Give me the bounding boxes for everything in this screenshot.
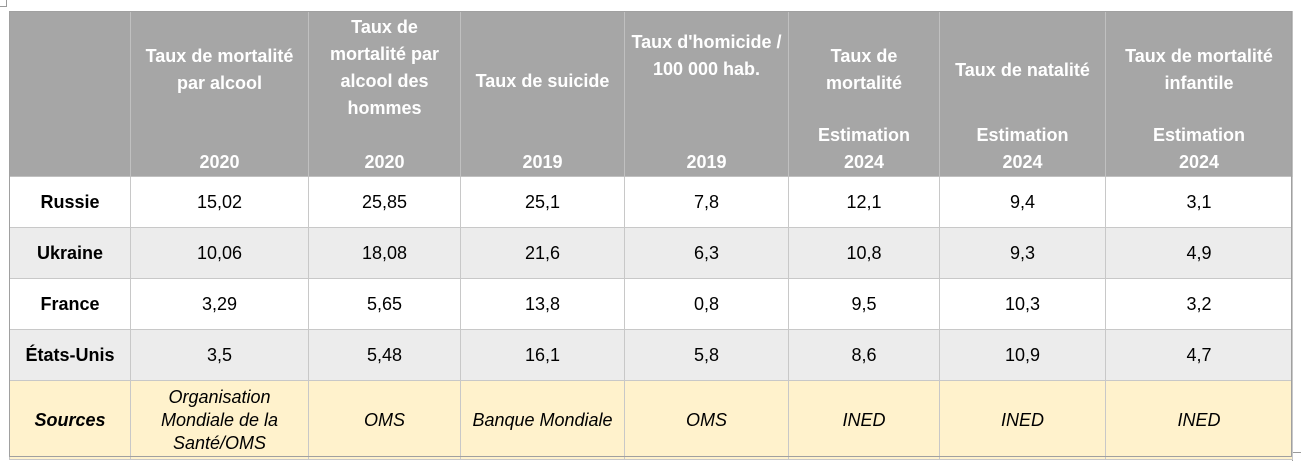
statistics-table: Taux de mortalité par alcool 2020 Taux de… xyxy=(9,11,1293,460)
table-cell: 8,6 xyxy=(788,329,940,381)
row-label-country: États-Unis xyxy=(9,329,131,381)
header-title: Taux de mortalité xyxy=(825,46,903,93)
source-cell: OMS xyxy=(308,380,461,460)
header-year: 2020 xyxy=(364,152,405,172)
header-estimation: Estimation xyxy=(1152,125,1245,145)
corner-crop-mark xyxy=(0,0,7,7)
table-cell: 6,3 xyxy=(624,227,789,279)
table-row-sources: Sources Organisation Mondiale de la Sant… xyxy=(9,380,1293,460)
row-label-country: France xyxy=(9,278,131,330)
table-cell: 25,1 xyxy=(460,176,625,228)
table-cell: 10,8 xyxy=(788,227,940,279)
table-row-united-states: États-Unis 3,5 5,48 16,1 5,8 8,6 10,9 4,… xyxy=(9,329,1293,381)
source-cell: Banque Mondiale xyxy=(460,380,625,460)
header-mortality-rate: Taux de mortalité Estimation 2024 xyxy=(788,11,940,177)
table-cell: 18,08 xyxy=(308,227,461,279)
table-cell: 3,29 xyxy=(130,278,309,330)
header-title: Taux de natalité xyxy=(955,60,1090,80)
table-cell: 4,9 xyxy=(1105,227,1293,279)
table-cell: 5,65 xyxy=(308,278,461,330)
table-cell: 9,5 xyxy=(788,278,940,330)
header-year: 2024 xyxy=(1178,152,1220,172)
source-cell: INED xyxy=(939,380,1106,460)
table-row-russia: Russie 15,02 25,85 25,1 7,8 12,1 9,4 3,1 xyxy=(9,176,1293,228)
source-cell: OMS xyxy=(624,380,789,460)
table-cell: 10,06 xyxy=(130,227,309,279)
table-cell: 3,5 xyxy=(130,329,309,381)
table-cell: 13,8 xyxy=(460,278,625,330)
table-cell: 4,7 xyxy=(1105,329,1293,381)
header-year: 2020 xyxy=(199,152,240,172)
header-title: Taux de suicide xyxy=(475,71,610,91)
header-estimation: Estimation xyxy=(817,125,910,145)
table-cell: 10,3 xyxy=(939,278,1106,330)
header-male-alcohol-mortality: Taux de mortalité par alcool des hommes 2… xyxy=(308,11,461,177)
table-cell: 25,85 xyxy=(308,176,461,228)
table-row-france: France 3,29 5,65 13,8 0,8 9,5 10,3 3,2 xyxy=(9,278,1293,330)
header-title: Taux d'homicide / 100 000 hab. xyxy=(631,32,782,79)
header-estimation: Estimation xyxy=(976,125,1069,145)
header-year: 2019 xyxy=(686,152,727,172)
source-cell: INED xyxy=(1105,380,1293,460)
table-cell: 12,1 xyxy=(788,176,940,228)
header-infant-mortality: Taux de mortalité infantile Estimation 202… xyxy=(1105,11,1293,177)
header-year: 2019 xyxy=(522,152,563,172)
table-cell: 7,8 xyxy=(624,176,789,228)
row-label-country: Russie xyxy=(9,176,131,228)
header-title: Taux de mortalité par alcool xyxy=(145,46,294,93)
row-label-country: Ukraine xyxy=(9,227,131,279)
table-cell: 10,9 xyxy=(939,329,1106,381)
table-cell: 3,2 xyxy=(1105,278,1293,330)
sources-label: Sources xyxy=(9,380,131,460)
table-row-ukraine: Ukraine 10,06 18,08 21,6 6,3 10,8 9,3 4,… xyxy=(9,227,1293,279)
header-year: 2024 xyxy=(843,152,885,172)
header-title: Taux de mortalité infantile xyxy=(1125,46,1273,93)
corner-crop-mark-bottom-right xyxy=(1292,452,1301,461)
source-cell: INED xyxy=(788,380,940,460)
header-suicide-rate: Taux de suicide 2019 xyxy=(460,11,625,177)
table-cell: 0,8 xyxy=(624,278,789,330)
table-cell: 9,3 xyxy=(939,227,1106,279)
header-empty-cell xyxy=(9,11,131,177)
header-alcohol-mortality: Taux de mortalité par alcool 2020 xyxy=(130,11,309,177)
header-year: 2024 xyxy=(1002,152,1043,172)
table-cell: 9,4 xyxy=(939,176,1106,228)
header-row: Taux de mortalité par alcool 2020 Taux de… xyxy=(9,11,1293,177)
table-cell: 16,1 xyxy=(460,329,625,381)
source-cell: Organisation Mondiale de la Santé/OMS xyxy=(130,380,309,460)
table-cell: 3,1 xyxy=(1105,176,1293,228)
header-title: Taux de mortalité par alcool des hommes xyxy=(329,17,440,118)
header-homicide-rate: Taux d'homicide / 100 000 hab. 2019 xyxy=(624,11,789,177)
table-cell: 5,48 xyxy=(308,329,461,381)
table-cell: 21,6 xyxy=(460,227,625,279)
header-birth-rate: Taux de natalité Estimation 2024 xyxy=(939,11,1106,177)
table-cell: 15,02 xyxy=(130,176,309,228)
table-cell: 5,8 xyxy=(624,329,789,381)
